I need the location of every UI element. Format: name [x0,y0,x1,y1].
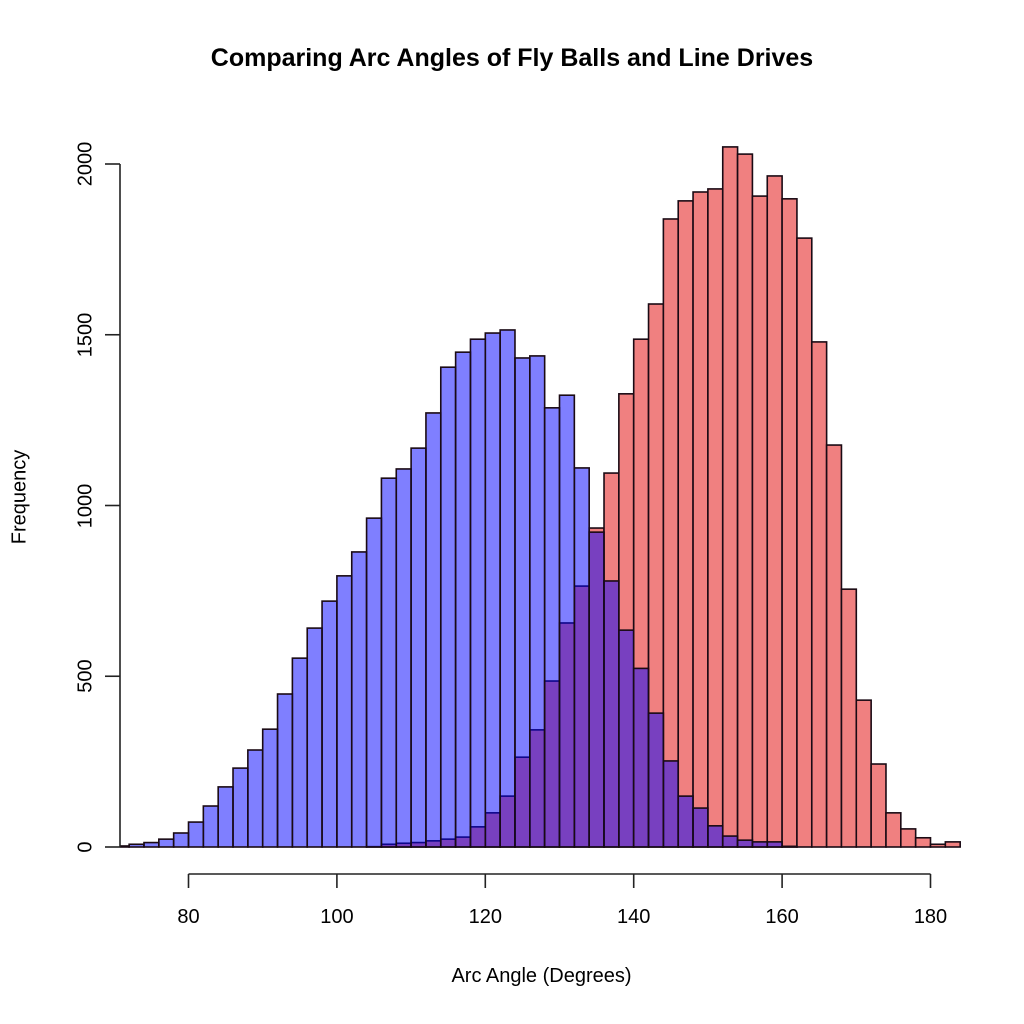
fly-balls-bar [707,188,724,848]
line-drives-bar [232,767,249,848]
fly-balls-bar [677,200,694,848]
y-tick-label: 0 [74,841,97,853]
line-drives-bar [558,394,576,848]
line-drives-bar [662,760,680,848]
line-drives-bar [484,332,501,848]
x-tick-label: 120 [468,906,502,928]
line-drives-bar [603,580,620,848]
line-drives-bar [247,749,264,848]
fly-balls-bar [781,198,798,848]
line-drives-bars [120,329,798,848]
x-tick-label: 100 [320,906,354,928]
chart-title: Comparing Arc Angles of Fly Balls and Li… [210,44,814,72]
axes [105,163,932,888]
x-tick-label: 140 [617,906,651,928]
fly-balls-bar [885,812,902,848]
fly-balls-bar [796,237,813,848]
line-drives-bar [677,795,694,848]
line-drives-bar [751,841,769,848]
line-drives-bar [707,825,724,848]
line-drives-bar [499,329,516,848]
fly-balls-bar [840,588,858,848]
y-tick-label: 1500 [74,312,97,357]
line-drives-bar [736,839,754,848]
line-drives-bar [143,841,160,848]
fly-balls-bar [662,218,680,848]
fly-balls-bar [929,843,947,848]
line-drives-bar [128,843,145,848]
line-drives-bar [410,447,427,848]
line-drives-bar [187,821,205,848]
fly-balls-bar [914,836,932,848]
line-drives-bar [425,412,442,848]
line-drives-bar [766,841,783,848]
fly-balls-bar [766,175,783,848]
line-drives-bar [336,575,353,848]
line-drives-bar [469,338,487,848]
line-drives-bar [276,693,294,848]
line-drives-bar [454,351,472,848]
line-drives-bar [573,467,590,848]
x-axis-label: Arc Angle (Degrees) [451,965,632,987]
fly-balls-bar [900,828,917,848]
line-drives-bar [647,712,665,848]
line-drives-bar [721,835,739,848]
fly-balls-bar [870,763,887,848]
x-tick-label: 180 [913,906,948,928]
line-drives-bar [692,807,709,848]
fly-balls-bar [751,195,769,848]
fly-balls-bar [736,153,754,848]
line-drives-bar [365,517,383,848]
line-drives-bar [380,477,398,848]
line-drives-bar [306,627,323,848]
line-drives-bar [321,600,338,848]
line-drives-bar [514,357,531,848]
x-tick-label: 160 [765,906,799,928]
line-drives-bar [291,657,309,848]
line-drives-bar [439,366,457,848]
line-drives-bar [217,786,234,848]
line-drives-bar [172,832,190,848]
fly-balls-bar [721,146,739,848]
y-tick-label: 500 [74,659,97,693]
line-drives-bar [261,728,279,848]
line-drives-bar [588,531,605,848]
line-drives-bar [529,355,546,848]
fly-balls-bar [692,191,709,848]
line-drives-bar [632,667,650,848]
line-drives-bar [350,551,368,848]
y-tick-label: 1000 [74,483,97,528]
fly-balls-bar [944,841,961,848]
line-drives-bar [618,629,635,848]
y-tick-label: 2000 [74,141,97,187]
line-drives-bar [543,407,561,848]
line-drives-bar [158,838,175,848]
x-tick-label: 80 [177,906,200,928]
line-drives-bar [395,468,412,848]
fly-balls-bar [825,444,843,848]
line-drives-bar [202,805,219,848]
line-drives-bar [781,845,798,848]
fly-balls-bar [855,699,872,848]
y-axis-label: Frequency [8,449,31,545]
fly-balls-bar [810,341,828,848]
